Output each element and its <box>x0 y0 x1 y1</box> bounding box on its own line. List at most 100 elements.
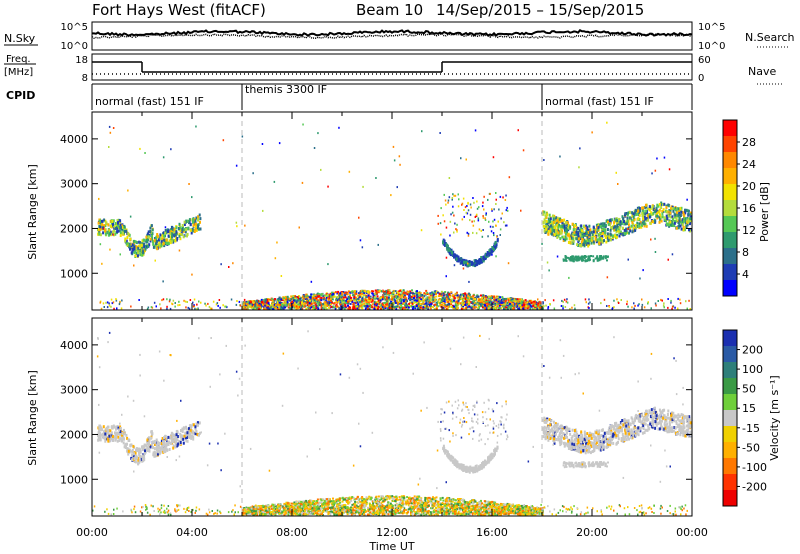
range-gate-cell <box>518 304 520 307</box>
range-gate-cell <box>196 226 199 230</box>
range-gate-cell <box>686 220 689 224</box>
range-gate-cell <box>97 434 99 438</box>
range-gate-cell <box>112 127 115 129</box>
range-gate-cell <box>447 201 449 204</box>
range-gate-cell <box>541 242 543 245</box>
range-gate-cell <box>472 197 474 199</box>
range-gate-cell <box>457 302 459 305</box>
range-gate-cell <box>563 298 566 301</box>
range-gate-cell <box>561 299 563 302</box>
range-gate-cell <box>347 304 349 307</box>
range-gate-cell <box>285 299 288 302</box>
range-gate-cell <box>171 226 174 230</box>
range-gate-cell <box>455 228 457 231</box>
range-gate-cell <box>475 214 478 217</box>
range-gate-cell <box>460 305 463 308</box>
range-gate-cell <box>247 305 250 308</box>
range-gate-cell <box>327 298 330 301</box>
range-gate-cell <box>390 295 393 298</box>
range-gate-cell <box>135 247 138 251</box>
range-gate-cell <box>160 307 162 310</box>
range-gate-cell <box>264 304 266 307</box>
range-gate-cell <box>565 237 568 241</box>
range-gate-cell <box>623 222 626 226</box>
range-gate-cell <box>488 301 490 304</box>
range-gate-cell <box>521 301 524 304</box>
range-gate-cell <box>626 219 629 223</box>
range-gate-cell <box>100 227 103 231</box>
range-gate-cell <box>401 306 403 309</box>
range-gate-cell <box>547 220 550 224</box>
range-gate-cell <box>128 244 131 248</box>
range-gate-cell <box>184 300 187 303</box>
range-gate-cell <box>679 298 681 301</box>
range-gate-cell <box>288 297 291 300</box>
range-gate-cell <box>429 307 432 310</box>
range-gate-cell <box>513 306 515 309</box>
range-gate-cell <box>194 219 197 223</box>
range-gate-cell <box>569 241 572 245</box>
range-gate-cell <box>421 130 423 133</box>
range-gate-cell <box>542 221 545 225</box>
range-gate-cell <box>456 305 459 308</box>
range-gate-cell <box>458 294 461 297</box>
range-gate-cell <box>563 235 566 239</box>
range-gate-cell <box>175 232 178 236</box>
range-gate-cell <box>492 220 494 223</box>
range-gate-cell <box>142 250 145 254</box>
range-gate-cell <box>372 290 375 293</box>
range-gate-cell <box>451 197 454 199</box>
range-gate-cell <box>98 228 101 232</box>
range-gate-cell <box>173 440 176 444</box>
range-gate-cell <box>336 304 338 307</box>
range-gate-cell <box>499 195 502 198</box>
range-gate-cell <box>333 301 336 304</box>
range-gate-cell <box>469 261 472 265</box>
range-gate-cell <box>419 292 422 295</box>
range-gate-cell <box>460 293 462 296</box>
range-gate-cell <box>256 303 258 306</box>
range-gate-cell <box>378 302 381 305</box>
range-gate-cell <box>199 220 201 224</box>
range-gate-cell <box>515 298 517 301</box>
range-gate-cell <box>340 298 343 301</box>
range-gate-cell <box>366 305 369 308</box>
range-gate-cell <box>173 227 176 231</box>
range-gate-cell <box>400 290 403 293</box>
range-gate-cell <box>172 299 175 302</box>
range-gate-cell <box>167 229 170 233</box>
range-gate-cell <box>388 304 391 307</box>
range-gate-cell <box>566 301 569 304</box>
range-gate-cell <box>490 301 493 303</box>
range-gate-cell <box>356 301 359 304</box>
range-gate-cell <box>494 301 497 304</box>
range-gate-cell <box>298 296 301 298</box>
range-gate-cell <box>685 300 687 303</box>
range-gate-cell <box>306 299 309 302</box>
range-gate-cell <box>488 249 491 253</box>
range-gate-cell <box>119 432 122 436</box>
range-gate-cell <box>575 232 578 236</box>
range-gate-cell <box>679 208 682 212</box>
range-gate-cell <box>667 203 670 207</box>
range-gate-cell <box>409 295 412 298</box>
range-gate-cell <box>661 203 664 207</box>
range-gate-cell <box>447 249 450 253</box>
range-gate-cell <box>174 302 176 304</box>
freq-left-label: Freq. <box>6 54 31 65</box>
cpid-segment-label: themis 3300 IF <box>245 83 327 96</box>
range-gate-cell <box>591 233 594 236</box>
range-gate-cell <box>624 222 627 226</box>
range-gate-cell <box>405 306 408 309</box>
range-gate-cell <box>281 303 284 306</box>
range-gate-cell <box>439 298 442 301</box>
range-gate-cell <box>544 214 547 218</box>
range-gate-cell <box>671 207 674 211</box>
range-gate-cell <box>349 291 352 294</box>
range-gate-cell <box>471 295 474 298</box>
range-gate-cell <box>606 259 608 262</box>
range-gate-cell <box>285 304 287 307</box>
range-gate-cell <box>344 301 347 304</box>
range-gate-cell <box>441 298 443 301</box>
range-gate-cell <box>302 294 305 296</box>
